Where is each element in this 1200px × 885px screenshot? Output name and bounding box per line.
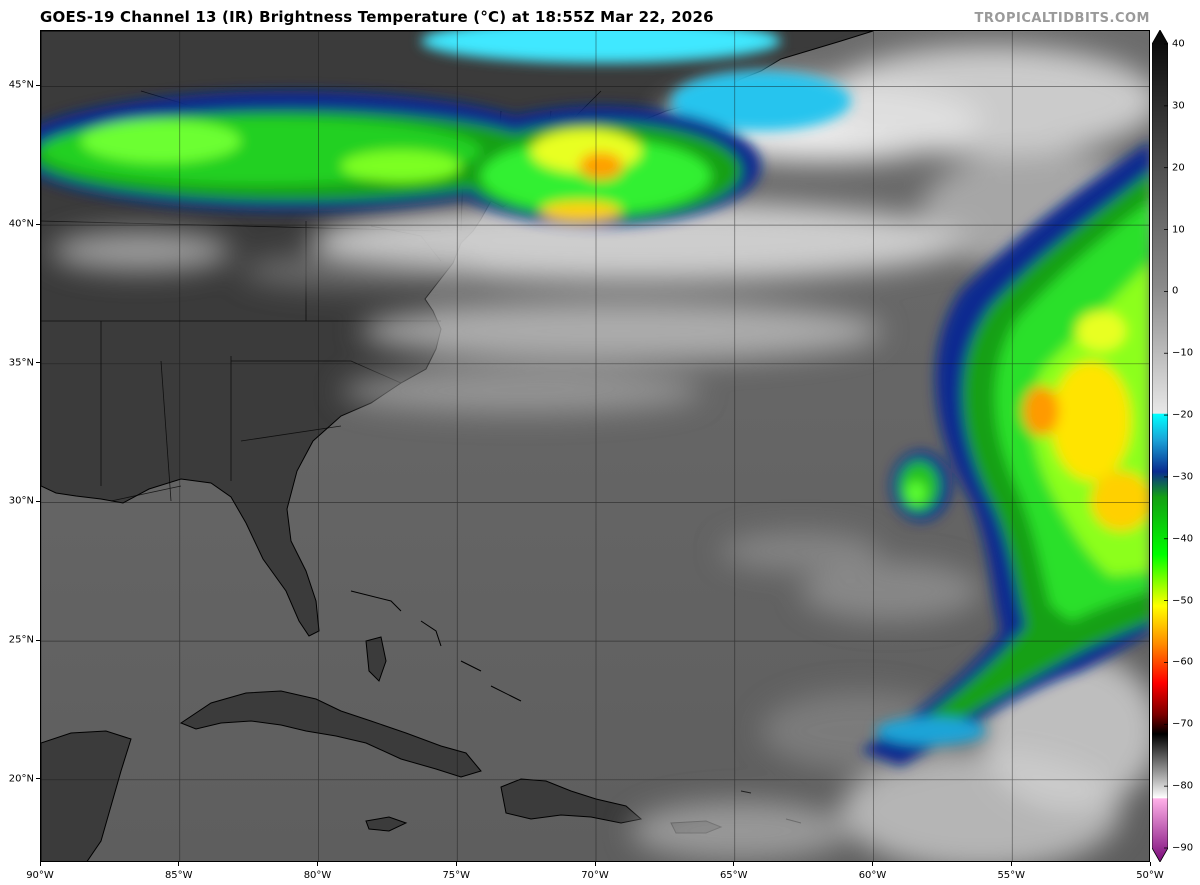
graticule [41,31,1149,861]
lat-tick-mark [36,639,40,641]
andros-island [365,636,387,682]
northern-cloud-band [41,31,851,226]
colorbar-tick-label: 10 [1172,224,1185,236]
lon-tick-label: 55°W [997,870,1026,881]
colorbar-tick-label: −40 [1172,533,1194,545]
colorbar-tick-label: 0 [1172,285,1179,297]
lon-tick-label: 90°W [26,870,54,881]
cuba [179,690,482,778]
lat-tick-label: 20°N [8,773,34,785]
lon-tick-label: 60°W [858,870,887,881]
colorbar-tick-label: −20 [1172,409,1194,421]
colorbar-tick-label: −50 [1172,595,1194,607]
lat-tick-mark [36,778,40,780]
colorbar-tick-label: −10 [1172,347,1194,359]
map-title: GOES-19 Channel 13 (IR) Brightness Tempe… [40,8,714,26]
lon-tick-mark [1149,862,1151,866]
colorbar-tick-label: −70 [1172,718,1194,730]
jamaica [365,816,408,832]
lon-tick-mark [872,862,873,866]
eastern-cloud-system [861,142,1149,766]
lon-tick-label: 65°W [719,870,748,881]
lon-tick-label: 85°W [164,870,193,881]
colorbar [1151,29,1169,863]
site-watermark: TROPICALTIDBITS.COM [974,11,1150,26]
lat-tick-label: 45°N [8,79,34,91]
lon-tick-mark [594,862,596,866]
lat-tick-label: 40°N [8,218,34,230]
lon-tick-mark [178,862,180,866]
yucatan [41,730,132,861]
lat-tick-mark [36,84,40,86]
lon-tick-label: 75°W [442,870,471,881]
lon-tick-mark [1010,862,1012,866]
colorbar-tick-label: −90 [1172,842,1194,854]
colorbar-tick-label: 40 [1172,38,1185,50]
colorbar-tick-label: −80 [1172,780,1194,792]
lat-tick-mark [36,223,40,225]
colorbar-tick-label: −60 [1172,656,1194,668]
lat-tick-label: 35°N [8,357,34,369]
lon-tick-mark [317,862,318,866]
lat-tick-mark [36,500,40,502]
colorbar-tick-label: 20 [1172,162,1185,174]
lon-tick-label: 80°W [303,870,332,881]
satellite-map [40,30,1150,862]
colorbar-tick-label: 30 [1172,100,1185,112]
lon-tick-label: 50°W [1136,870,1164,881]
lon-tick-mark [39,862,41,866]
lon-tick-label: 70°W [581,870,609,881]
lat-tick-label: 25°N [8,634,34,646]
colorbar-tick-label: −30 [1172,471,1194,483]
lat-tick-mark [36,362,40,364]
colorbar-body [1151,29,1169,863]
lon-tick-mark [733,862,735,866]
lon-tick-mark [455,862,457,866]
lat-tick-label: 30°N [8,495,34,507]
